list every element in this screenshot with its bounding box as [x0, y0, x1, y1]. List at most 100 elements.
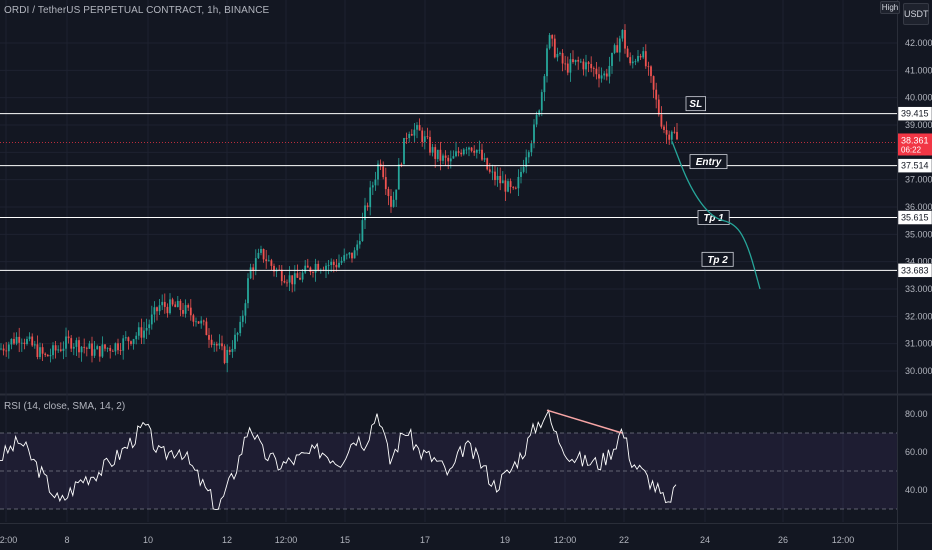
- level-tag-box[interactable]: [685, 96, 707, 112]
- candle-body: [590, 63, 593, 69]
- price-tick-label: 33.000: [905, 284, 932, 294]
- candle-body: [59, 349, 62, 351]
- candle-body: [559, 53, 561, 54]
- candle-body: [7, 344, 10, 352]
- level-price-box: [897, 106, 932, 121]
- candle-body: [119, 350, 122, 352]
- candle-body: [137, 327, 140, 336]
- candle-body: [624, 29, 626, 49]
- candle-body: [392, 199, 395, 207]
- candle-body: [582, 61, 585, 70]
- level-tag-box[interactable]: [689, 154, 728, 170]
- candle-body: [522, 166, 525, 172]
- candle-body: [587, 62, 590, 64]
- candle-body: [226, 349, 229, 363]
- candle-body: [371, 185, 374, 188]
- candle-body: [403, 138, 405, 165]
- candle-body: [616, 45, 619, 53]
- candle-body: [228, 349, 231, 352]
- candle-body: [637, 55, 639, 62]
- candle-body: [535, 115, 538, 125]
- candle-body: [312, 272, 314, 273]
- candle-body: [579, 61, 582, 63]
- candle-body: [231, 348, 234, 352]
- candle-body: [395, 189, 398, 200]
- candle-body: [413, 129, 416, 136]
- candle-body: [608, 65, 611, 77]
- candle-body: [434, 147, 437, 159]
- level-price-label: 33.683: [901, 265, 929, 275]
- candle-body: [39, 347, 41, 358]
- candle-body: [569, 59, 572, 73]
- currency-button[interactable]: USDT: [903, 3, 929, 25]
- candle-body: [564, 63, 567, 65]
- candle-body: [257, 252, 260, 259]
- candle-body: [143, 330, 145, 338]
- level-price-label: 37.514: [901, 161, 929, 171]
- candle-body: [553, 38, 556, 58]
- time-tick-label: 12:00: [832, 535, 855, 545]
- candle-body: [577, 59, 580, 62]
- candle-body: [109, 347, 112, 351]
- candle-body: [205, 321, 208, 336]
- candle-body: [189, 307, 192, 316]
- candle-body: [283, 281, 286, 283]
- candle-body: [254, 258, 257, 271]
- divergence-line[interactable]: [546, 409, 623, 434]
- price-axis[interactable]: 30.000 31.000 32.000 33.000 34.000 35.000 36.0…: [897, 38, 932, 495]
- candle-body: [296, 273, 299, 278]
- candle-body: [538, 110, 541, 116]
- candle-body: [475, 149, 478, 153]
- candle-body: [561, 53, 564, 64]
- candle-body: [85, 347, 88, 349]
- candle-body: [533, 124, 535, 144]
- candle-body: [156, 307, 158, 312]
- current-price-box: [898, 133, 932, 156]
- candle-body: [330, 261, 333, 266]
- candle-body: [273, 265, 275, 272]
- time-tick-label: 17: [420, 535, 430, 545]
- candle-body: [20, 342, 23, 344]
- candle-body: [504, 180, 507, 192]
- candle-body: [512, 186, 515, 188]
- candle-body: [54, 345, 57, 351]
- time-tick-label: 22: [619, 535, 629, 545]
- time-tick-label: 10: [143, 535, 153, 545]
- level-tag-box[interactable]: [697, 210, 730, 225]
- candle-body: [418, 125, 421, 131]
- candle-body: [184, 305, 187, 314]
- candle-body: [46, 354, 49, 357]
- candle-body: [613, 45, 616, 53]
- chart-title: ORDI / TetherUS PERPETUAL CONTRACT, 1h, …: [4, 5, 270, 16]
- price-candles: [0, 24, 678, 373]
- candle-body: [423, 136, 426, 142]
- level-tag-box[interactable]: [701, 251, 734, 267]
- time-axis[interactable]: 12:00 8 10 12 12:00 15 17 19 12:00 22 24 26 12:00: [0, 535, 854, 545]
- candle-body: [117, 343, 119, 351]
- candle-body: [267, 260, 270, 262]
- candle-body: [499, 175, 502, 184]
- candle-body: [57, 349, 60, 351]
- candle-body: [215, 343, 218, 346]
- projection-path: [671, 141, 761, 290]
- level-tag-label: Tp 2: [707, 255, 728, 266]
- candle-body: [72, 346, 75, 349]
- price-tick-label: 35.000: [905, 229, 932, 239]
- candle-body: [163, 301, 166, 307]
- candle-body: [262, 248, 265, 260]
- high-button[interactable]: High: [880, 1, 900, 14]
- candle-body: [462, 149, 465, 155]
- candle-body: [595, 68, 598, 75]
- projection-curve: [671, 141, 761, 290]
- level-lines[interactable]: SL Entry Tp 1 Tp 2: [0, 96, 897, 271]
- candle-body: [351, 252, 353, 259]
- candle-body: [213, 343, 216, 345]
- candle-body: [36, 344, 39, 358]
- candle-body: [572, 59, 574, 63]
- candle-body: [374, 179, 377, 186]
- candle-body: [75, 340, 78, 347]
- candle-body: [218, 343, 221, 346]
- candle-body: [332, 261, 335, 265]
- candle-body: [122, 338, 125, 351]
